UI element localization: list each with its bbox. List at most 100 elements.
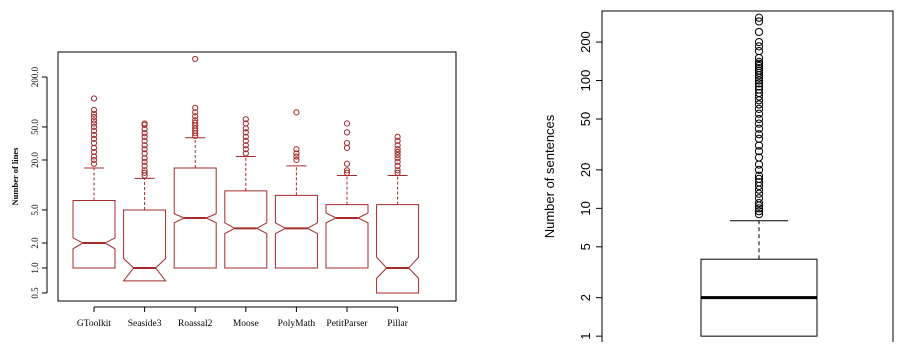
y-tick-label: 5 [578, 243, 593, 250]
outlier-point [754, 153, 764, 162]
plot-frame [57, 51, 457, 302]
outlier-point [754, 82, 764, 91]
outlier-point [394, 155, 401, 162]
outlier-point [293, 156, 300, 164]
outlier-point [343, 167, 351, 174]
y-tick-label: 10 [578, 201, 593, 215]
y-axis-label: Number of lines [10, 147, 20, 206]
outlier-point [394, 151, 401, 159]
outlier-point [293, 109, 300, 116]
outlier-point [343, 120, 351, 127]
outlier-point [754, 134, 764, 143]
outlier-point [754, 61, 764, 71]
outlier-point [754, 207, 764, 216]
outlier-point [754, 114, 764, 124]
outlier-point [192, 109, 199, 116]
box [72, 199, 116, 269]
outlier-point [90, 153, 98, 160]
box [325, 204, 369, 269]
outlier-point [90, 148, 98, 156]
outlier-point [754, 59, 764, 68]
outlier-point [242, 146, 249, 153]
outlier-point [394, 162, 401, 169]
outlier-point [192, 117, 199, 124]
outlier-point [242, 133, 249, 140]
outlier-point [242, 116, 249, 123]
outlier-point [754, 100, 764, 109]
outlier-point [394, 133, 401, 140]
box [376, 204, 420, 294]
outlier-point [754, 130, 764, 139]
outlier-point [754, 76, 764, 85]
outlier-point [90, 110, 98, 117]
outlier-point [90, 123, 98, 131]
outlier-point [242, 150, 249, 157]
box [224, 190, 268, 269]
y-tick-label: 5.0 [30, 204, 40, 216]
plot-frame [601, 10, 894, 342]
outlier-point [754, 66, 764, 75]
outlier-point [754, 171, 764, 180]
outlier-point [192, 104, 199, 111]
outlier-point [754, 85, 764, 94]
outlier-point [343, 129, 351, 136]
y-axis-label: Number of sentences [542, 114, 557, 238]
y-tick-label: 200.0 [30, 66, 40, 87]
outlier-point [754, 119, 764, 128]
outlier-point [90, 139, 98, 147]
outlier-point [754, 124, 764, 133]
outlier-point [90, 117, 98, 124]
outlier-point [90, 106, 98, 114]
box [122, 209, 167, 282]
outlier-point [754, 109, 764, 118]
outlier-point [90, 135, 98, 142]
outlier-point [90, 95, 98, 102]
outlier-point [754, 174, 764, 183]
outlier-point [90, 120, 98, 127]
y-tick-label: 50 [578, 112, 593, 126]
outlier-point [754, 17, 764, 26]
outlier-point [141, 137, 148, 144]
outlier-point [394, 158, 401, 165]
x-tick-label: PolyMath [278, 319, 316, 329]
outlier-point [754, 37, 764, 47]
outlier-point [754, 189, 764, 198]
outlier-point [394, 146, 401, 153]
y-tick-label: 0.5 [30, 287, 40, 299]
outlier-point [242, 137, 249, 144]
x-tick-label: Pillar [387, 319, 408, 329]
outlier-point [754, 165, 764, 174]
outlier-point [192, 119, 199, 126]
x-tick-label: Seaside3 [128, 319, 162, 329]
outlier-point [754, 88, 764, 98]
outlier-point [141, 167, 148, 174]
y-tick-label: 20.0 [30, 152, 40, 168]
outlier-point [754, 204, 764, 213]
y-tick-label: 200 [578, 31, 593, 53]
outlier-point [754, 178, 764, 187]
outlier-point [754, 210, 764, 219]
outlier-point [141, 146, 148, 153]
outlier-point [192, 113, 199, 120]
lines-boxplot: 0.5 1.0 2.0 5.0 20.0 50.0 200.0 Number of lines… [10, 51, 457, 329]
outlier-point [192, 55, 199, 63]
outlier-point [754, 64, 764, 73]
box [274, 194, 318, 269]
outlier-point [754, 160, 764, 169]
y-tick-label: 2.0 [30, 237, 40, 249]
outlier-point [394, 137, 401, 144]
y-tick-label: 1.0 [30, 262, 40, 274]
outlier-point [293, 153, 300, 160]
y-tick-label: 100 [578, 70, 593, 92]
outlier-point [394, 142, 401, 149]
x-tick-label: Roassal2 [178, 319, 213, 329]
outlier-point [293, 146, 300, 153]
y-tick-label: 2 [578, 294, 593, 301]
x-tick-label: GToolkit [77, 319, 112, 329]
y-tick-label: 20 [578, 163, 593, 177]
outlier-point [754, 79, 764, 88]
outlier-point [754, 57, 764, 66]
y-tick-label: 50.0 [30, 119, 40, 135]
outlier-point [141, 133, 148, 140]
